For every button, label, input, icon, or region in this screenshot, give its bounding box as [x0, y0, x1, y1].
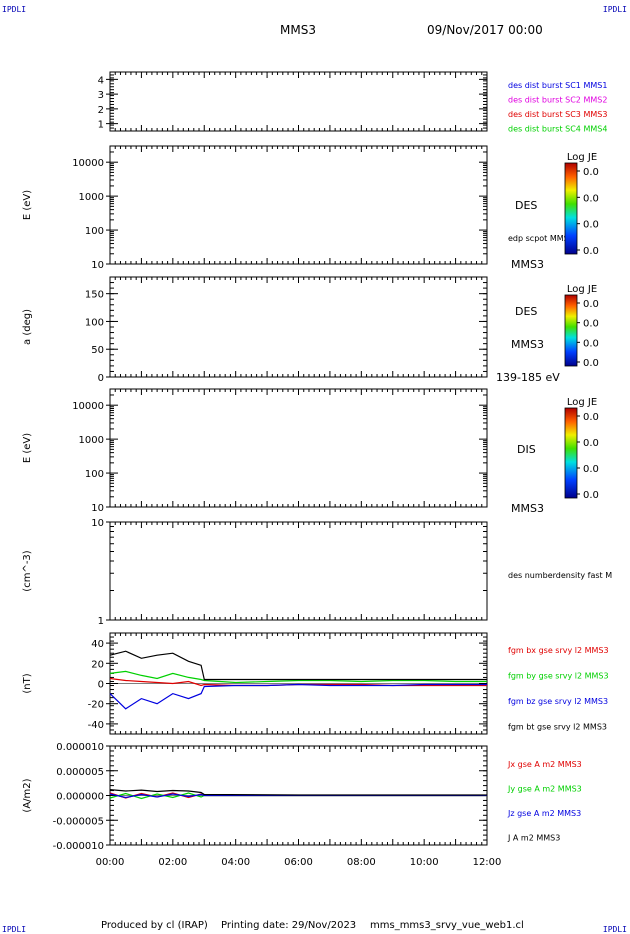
series-legend: fgm by gse srvy l2 MMS3 — [508, 672, 609, 681]
colorbar-tick-label: 0.0 — [583, 167, 599, 178]
y-axis-label: E (eV) — [22, 433, 33, 463]
corner-label-tl: IPDLI — [2, 5, 27, 14]
y-tick-label: 10000 — [72, 401, 104, 412]
y-tick-label: 4 — [98, 75, 104, 86]
y-tick-label: 100 — [85, 469, 104, 480]
legend-entry: des dist burst SC1 MMS1 — [508, 81, 607, 90]
footer-printing-date: Printing date: 29/Nov/2023 — [221, 920, 357, 931]
colorbar-tick-label: 0.0 — [583, 246, 599, 257]
y-axis-label: (A/m2) — [22, 778, 33, 812]
series-legend: Jy gse A m2 MMS3 — [507, 785, 582, 794]
corner-label-bl: IPDLI — [2, 925, 27, 934]
corner-label-br: IPDLI — [602, 925, 627, 934]
panel-frame-burst — [109, 71, 488, 132]
y-tick-label: -0.000010 — [53, 841, 104, 852]
x-tick-label: 08:00 — [347, 857, 376, 868]
series-line-3 — [109, 650, 487, 681]
y-tick-label: 50 — [91, 345, 104, 356]
des-energy-scpot-label: edp scpot MMS3 — [508, 234, 574, 243]
x-tick-label: 00:00 — [96, 857, 125, 868]
series-line-3 — [109, 789, 487, 796]
panel-frame-des_energy — [109, 145, 488, 265]
y-tick-label: 2 — [98, 105, 104, 116]
y-tick-label: 0.000010 — [56, 742, 104, 753]
x-tick-label: 06:00 — [284, 857, 313, 868]
y-tick-label: 150 — [85, 290, 104, 301]
y-tick-label: 10 — [91, 518, 104, 529]
colorbar-tick-label: 0.0 — [583, 338, 599, 349]
series-legend: Jx gse A m2 MMS3 — [507, 760, 582, 769]
spacecraft-title: MMS3 — [280, 23, 316, 37]
colorbar-tick-label: 0.0 — [583, 299, 599, 310]
density-legend: des numberdensity fast M — [508, 571, 612, 580]
y-tick-label: 20 — [91, 659, 104, 670]
des-pitch-sc-label: MMS3 — [511, 338, 544, 351]
y-tick-label: 0 — [98, 373, 104, 384]
y-tick-label: 3 — [98, 90, 104, 101]
panel-frame-dis_energy — [109, 388, 488, 508]
colorbar-tick-label: 0.0 — [583, 490, 599, 501]
datetime-title: 09/Nov/2017 00:00 — [427, 23, 543, 37]
y-tick-label: -20 — [88, 700, 104, 711]
colorbar-title: Log JE — [567, 152, 597, 163]
legend-entry: des dist burst SC3 MMS3 — [508, 110, 607, 119]
x-tick-label: 10:00 — [410, 857, 439, 868]
x-tick-label: 02:00 — [158, 857, 187, 868]
series-legend: Jz gse A m2 MMS3 — [507, 809, 581, 818]
colorbar — [564, 407, 578, 499]
des-pitch-instrument-label: DES — [515, 305, 537, 318]
y-tick-label: 10000 — [72, 158, 104, 169]
series-line-1 — [109, 670, 487, 684]
colorbar-title: Log JE — [567, 284, 597, 295]
y-tick-label: 10 — [91, 260, 104, 271]
panel-frame-density — [109, 521, 488, 621]
series-legend: fgm bt gse srvy l2 MMS3 — [508, 723, 607, 732]
footer-producer: Produced by cl (IRAP) — [101, 920, 208, 931]
y-axis-label: a (deg) — [22, 309, 33, 345]
corner-label-tr: IPDLI — [602, 5, 627, 14]
y-tick-label: 10 — [91, 503, 104, 514]
dis-energy-sc-label: MMS3 — [511, 502, 544, 515]
y-axis-label: (cm^-3) — [22, 550, 33, 591]
y-tick-label: 40 — [91, 639, 104, 650]
colorbar — [564, 162, 578, 255]
y-tick-label: 0 — [98, 680, 104, 691]
footer-filename: mms_mms3_srvy_vue_web1.cl — [370, 920, 524, 931]
series-legend: fgm bz gse srvy l2 MMS3 — [508, 697, 608, 706]
colorbar-tick-label: 0.0 — [583, 319, 599, 330]
y-tick-label: 0.000005 — [56, 767, 104, 778]
des-energy-sc-label: MMS3 — [511, 258, 544, 271]
y-tick-label: -0.000005 — [53, 816, 104, 827]
des-energy-instrument-label: DES — [515, 199, 537, 212]
y-axis-label: (nT) — [22, 673, 33, 693]
colorbar-tick-label: 0.0 — [583, 438, 599, 449]
colorbar-title: Log JE — [567, 397, 597, 408]
y-tick-label: 1000 — [79, 435, 104, 446]
legend-entry: des dist burst SC4 MMS4 — [508, 125, 607, 134]
y-tick-label: -40 — [88, 720, 104, 731]
y-tick-label: 100 — [85, 226, 104, 237]
series-legend: fgm bx gse srvy l2 MMS3 — [508, 646, 609, 655]
colorbar-tick-label: 0.0 — [583, 358, 599, 369]
x-tick-label: 04:00 — [221, 857, 250, 868]
y-tick-label: 0.000000 — [56, 792, 104, 803]
series-line-2 — [109, 683, 487, 710]
des-pitch-energy-range: 139-185 eV — [496, 371, 560, 384]
colorbar-tick-label: 0.0 — [583, 193, 599, 204]
y-tick-label: 100 — [85, 317, 104, 328]
y-tick-label: 1 — [98, 120, 104, 131]
x-tick-label: 12:00 — [473, 857, 502, 868]
series-legend: J A m2 MMS3 — [507, 834, 560, 843]
colorbar-tick-label: 0.0 — [583, 220, 599, 231]
y-tick-label: 1000 — [79, 192, 104, 203]
y-tick-label: 1 — [98, 616, 104, 627]
panel-frame-des_pitch — [109, 276, 488, 378]
colorbar — [564, 294, 578, 367]
legend-entry: des dist burst SC2 MMS2 — [508, 96, 607, 105]
dis-energy-instrument-label: DIS — [517, 443, 536, 456]
colorbar-tick-label: 0.0 — [583, 464, 599, 475]
y-axis-label: E (eV) — [22, 190, 33, 220]
colorbar-tick-label: 0.0 — [583, 412, 599, 423]
